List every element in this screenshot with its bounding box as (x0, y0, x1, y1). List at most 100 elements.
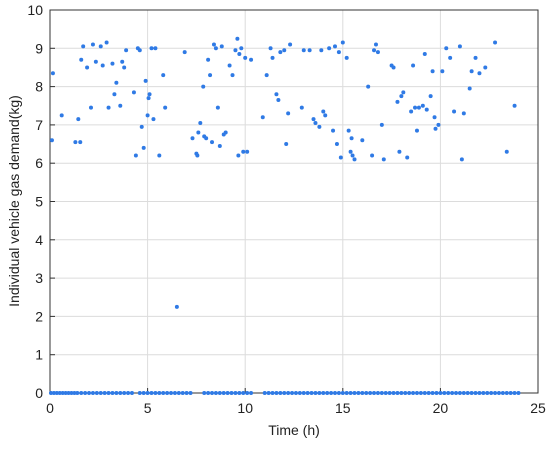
point (215, 105, 220, 110)
point (262, 391, 267, 395)
point (79, 57, 84, 62)
point (407, 391, 412, 395)
point (223, 130, 228, 135)
point (188, 391, 193, 395)
point (180, 391, 185, 395)
point (317, 391, 322, 395)
point (274, 92, 279, 97)
y-tick-label: 0 (35, 385, 43, 401)
point (340, 391, 345, 395)
point (340, 40, 345, 45)
point (98, 44, 103, 49)
point (157, 391, 162, 395)
point (403, 391, 408, 395)
point (391, 391, 396, 395)
point (236, 153, 241, 158)
point (372, 391, 377, 395)
point (264, 73, 269, 78)
point (395, 391, 400, 395)
y-tick-label: 7 (35, 117, 43, 133)
point (336, 50, 341, 55)
point (161, 73, 166, 78)
point (288, 42, 293, 47)
point (133, 153, 138, 158)
point (278, 50, 283, 55)
point (360, 138, 365, 143)
point (422, 391, 427, 395)
point (395, 99, 400, 104)
y-tick-label: 1 (35, 347, 43, 363)
point (165, 391, 170, 395)
point (504, 391, 509, 395)
point (366, 84, 371, 89)
point (213, 391, 218, 395)
x-tick-label: 0 (46, 400, 54, 416)
point (237, 391, 242, 395)
point (145, 113, 150, 118)
point (174, 304, 179, 309)
point (184, 391, 189, 395)
point (500, 391, 505, 395)
point (146, 96, 151, 101)
point (430, 391, 435, 395)
y-tick-label: 2 (35, 308, 43, 324)
point (381, 157, 386, 162)
point (391, 65, 396, 70)
point (416, 105, 421, 110)
point (329, 391, 334, 395)
point (450, 391, 455, 395)
point (430, 69, 435, 74)
point (368, 391, 373, 395)
point (235, 36, 240, 41)
point (48, 391, 53, 395)
point (206, 57, 211, 62)
point (201, 84, 206, 89)
point (241, 149, 246, 154)
point (195, 153, 200, 158)
point (137, 48, 142, 53)
point (126, 391, 131, 395)
point (452, 109, 457, 114)
point (297, 391, 302, 395)
point (481, 391, 486, 395)
point (434, 391, 439, 395)
point (301, 391, 306, 395)
x-tick-label: 15 (335, 400, 351, 416)
point (50, 71, 55, 76)
point (221, 391, 226, 395)
point (305, 391, 310, 395)
point (137, 391, 142, 395)
point (409, 109, 414, 114)
point (118, 391, 123, 395)
point (504, 149, 509, 154)
point (217, 391, 222, 395)
point (85, 65, 90, 70)
point (163, 105, 168, 110)
point (66, 391, 71, 395)
point (249, 391, 254, 395)
y-tick-label: 6 (35, 155, 43, 171)
point (54, 391, 59, 395)
point (321, 109, 326, 114)
point (79, 391, 84, 395)
point (436, 122, 441, 127)
point (508, 391, 513, 395)
y-axis-label: Individual vehicle gas demand(kg) (6, 95, 22, 307)
y-tick-label: 9 (35, 40, 43, 56)
point (75, 391, 80, 395)
point (182, 50, 187, 55)
point (348, 391, 353, 395)
point (313, 391, 318, 395)
point (420, 103, 425, 108)
point (284, 142, 289, 147)
point (210, 391, 215, 395)
point (473, 391, 478, 395)
x-axis-label: Time (h) (268, 422, 320, 438)
point (230, 73, 235, 78)
point (336, 391, 341, 395)
point (467, 86, 472, 91)
point (477, 71, 482, 76)
point (399, 391, 404, 395)
point (370, 153, 375, 158)
